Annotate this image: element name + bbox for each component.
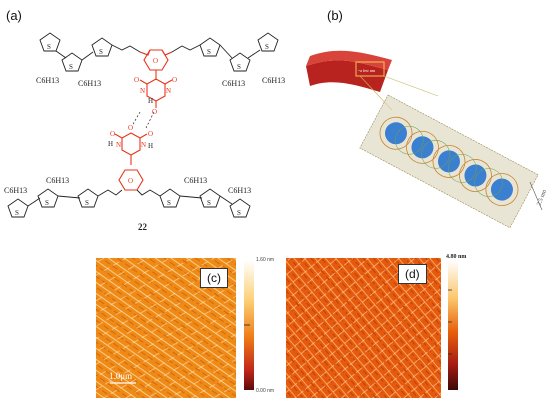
atom-o: O (148, 130, 153, 138)
atom-h: H (148, 142, 153, 150)
atom-s: S (15, 209, 19, 217)
chemical-structure: S S S S S S S S S S S S O O O O N N O O … (4, 32, 285, 230)
atom-o: O (110, 130, 115, 138)
afm-image-c: 1.0μm (96, 258, 236, 398)
dimension-label: 2.5 nm (536, 189, 548, 207)
atom-h: H (108, 140, 113, 148)
atom-n: N (141, 141, 146, 149)
atom-s: S (207, 48, 211, 56)
atom-s: S (237, 63, 241, 71)
colorbar-d: 4.80 nm (446, 254, 466, 390)
atom-h: H (148, 97, 153, 105)
atom-n: N (140, 87, 145, 95)
panel-a-label: (a) (6, 8, 22, 23)
hexyl-label: C6H13 (78, 79, 101, 88)
atom-s: S (69, 63, 73, 71)
atom-s: S (207, 199, 211, 207)
panel-c-label: (c) (200, 268, 228, 288)
atom-s: S (85, 199, 89, 207)
atom-o: O (152, 108, 157, 116)
hexyl-label: C6H13 (228, 186, 251, 195)
atom-s: S (99, 48, 103, 56)
scale-bar-label: 1.0μm (109, 371, 132, 381)
atom-n: N (116, 141, 121, 149)
panel-b-label: (b) (327, 8, 343, 23)
compound-number: 22 (138, 222, 148, 230)
atom-o: O (128, 124, 133, 132)
atom-o: O (134, 76, 139, 84)
hexyl-label: C6H13 (262, 76, 285, 85)
hexyl-label: C6H13 (222, 79, 245, 88)
hexyl-label: C6H13 (46, 176, 69, 185)
atom-s: S (167, 199, 171, 207)
colorbar-c-bottom: 0.00 nm (256, 388, 274, 394)
atom-o: O (128, 177, 133, 185)
afm-image-d (286, 258, 441, 398)
colorbar-d-top: 4.80 nm (446, 254, 466, 260)
atom-s: S (237, 209, 241, 217)
panel-d-label: (d) (398, 264, 427, 284)
atom-s: S (47, 43, 51, 51)
atom-s: S (265, 43, 269, 51)
hexyl-label: C6H13 (36, 76, 59, 85)
bundle-label: ~a few nm (358, 68, 376, 73)
atom-n: N (166, 87, 171, 95)
hexyl-label: C6H13 (4, 186, 27, 195)
hexyl-label: C6H13 (184, 176, 207, 185)
atom-o: O (172, 76, 177, 84)
atom-s: S (45, 199, 49, 207)
colorbar-c: 1.60 nm 0.00 nm (244, 257, 274, 394)
colorbar-c-top: 1.60 nm (256, 257, 274, 263)
atom-o: O (153, 57, 158, 65)
assembly-illustration: ~a few nm 2.5 (306, 50, 548, 229)
